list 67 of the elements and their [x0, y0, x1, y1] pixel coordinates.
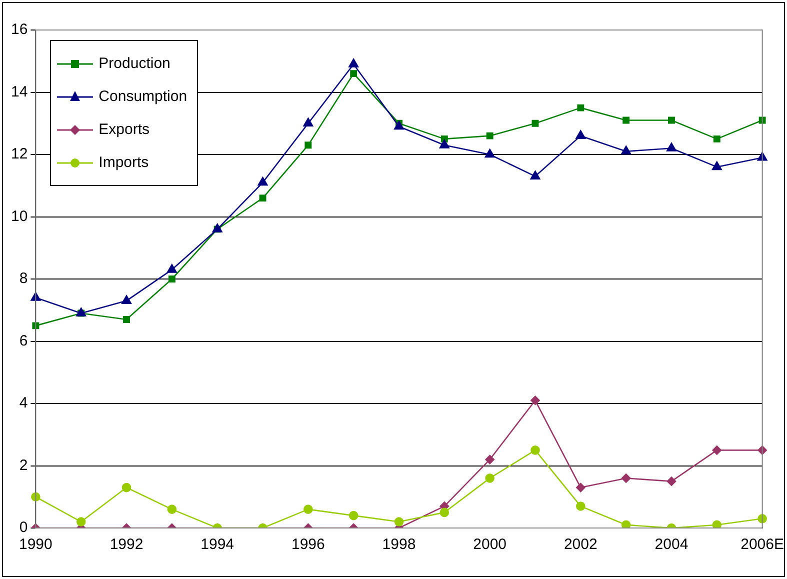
x-tick-label: 1990: [18, 536, 52, 554]
point: [530, 396, 540, 406]
point: [668, 116, 675, 124]
point: [485, 454, 494, 464]
point: [304, 142, 312, 149]
point: [621, 520, 631, 528]
x-tick-label: 2004: [654, 536, 688, 554]
point: [576, 130, 586, 139]
point: [713, 135, 720, 142]
point: [530, 446, 540, 455]
x-tick-label: 1992: [110, 536, 144, 554]
y-tick-label: 0: [19, 519, 28, 536]
point: [666, 476, 676, 486]
legend-label: Imports: [98, 154, 149, 171]
point: [485, 474, 494, 483]
y-tick-label: 6: [19, 332, 28, 350]
point: [166, 264, 177, 273]
y-tick-label: 12: [10, 146, 28, 163]
point: [440, 508, 450, 518]
point: [167, 504, 177, 514]
point: [532, 120, 539, 127]
y-tick-label: 8: [19, 270, 28, 288]
point: [757, 152, 768, 161]
point: [622, 116, 630, 124]
point: [259, 194, 266, 202]
point: [712, 446, 722, 455]
point: [712, 161, 722, 170]
y-tick-label: 16: [10, 21, 28, 38]
x-tick-label: 1998: [382, 536, 416, 554]
point: [530, 170, 540, 180]
point: [576, 502, 586, 511]
point: [486, 132, 494, 140]
point: [348, 510, 358, 520]
y-tick-label: 14: [10, 83, 28, 100]
legend-label: Consumption: [98, 88, 188, 105]
point: [76, 517, 86, 526]
point: [123, 316, 130, 323]
y-tick-label: 4: [19, 394, 28, 412]
point: [577, 104, 584, 112]
x-tick-label: 2000: [473, 536, 507, 554]
legend-label: Exports: [98, 121, 150, 138]
point: [484, 148, 495, 158]
point: [439, 140, 450, 148]
y-tick-label: 2: [19, 456, 28, 474]
point: [394, 120, 404, 130]
point: [666, 142, 676, 152]
point: [348, 58, 359, 68]
x-tick-label: 1994: [200, 536, 234, 554]
point: [621, 474, 631, 483]
y-tick-label: 10: [10, 208, 28, 225]
point: [122, 482, 132, 492]
point: [712, 520, 722, 528]
x-tick-label: 1996: [291, 536, 325, 554]
point: [258, 176, 268, 186]
point: [621, 146, 632, 155]
point: [32, 322, 40, 330]
x-tick-label: 2002: [564, 536, 598, 554]
point: [304, 504, 313, 514]
point: [350, 70, 358, 78]
x-tick-label: 2006E: [740, 536, 784, 554]
point: [394, 517, 404, 526]
legend-label: Production: [98, 55, 170, 72]
point: [576, 482, 586, 492]
point: [30, 292, 41, 301]
point: [122, 295, 132, 304]
point: [168, 276, 176, 282]
point: [303, 118, 314, 127]
